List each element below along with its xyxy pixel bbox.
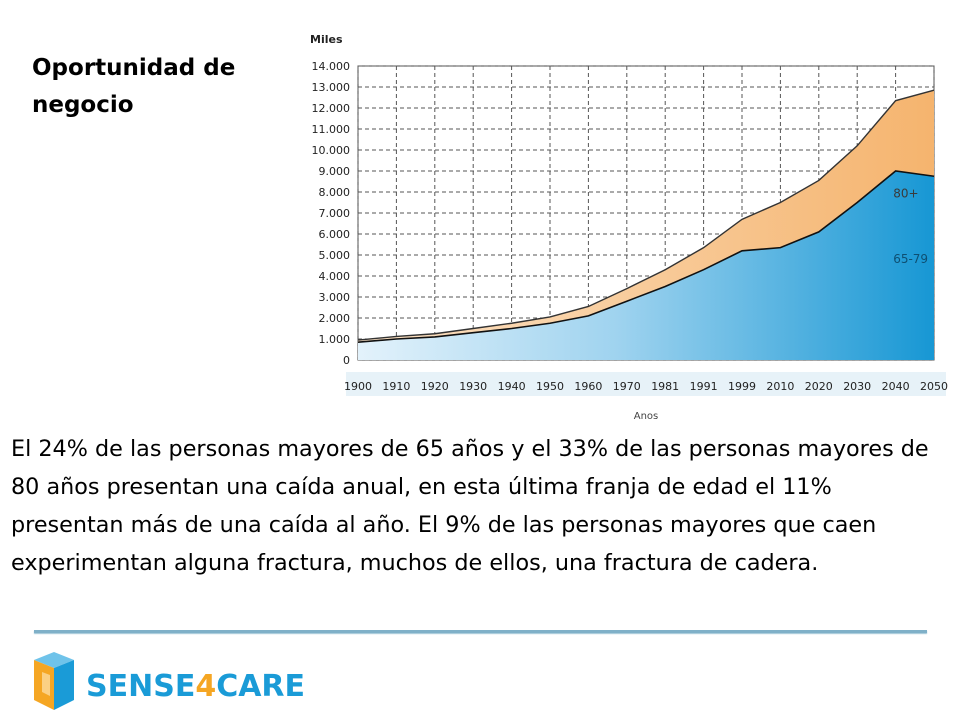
x-tick-label: 2050: [920, 380, 948, 393]
y-tick-label: 4.000: [319, 270, 351, 283]
y-tick-label: 12.000: [312, 102, 351, 115]
population-area-chart: 0 1.000 2.000 3.000 4.000 5.000 6.000 7.000 8.00…: [290, 22, 950, 426]
cube-icon: [34, 652, 74, 710]
y-tick-label: 6.000: [319, 228, 351, 241]
sense4care-logo: SENSE4CARE: [30, 652, 305, 712]
y-tick-label: 2.000: [319, 312, 351, 325]
series-label-65-79: 65-79: [893, 252, 928, 266]
chart-canvas: 0 1.000 2.000 3.000 4.000 5.000 6.000 7.000 8.00…: [310, 33, 948, 422]
x-tick-label: 1900: [344, 380, 372, 393]
y-tick-label: 7.000: [319, 207, 351, 220]
area-series-65-79: [358, 171, 934, 360]
body-paragraph: El 24% de las personas mayores de 65 año…: [11, 436, 929, 576]
x-tick-label: 2040: [882, 380, 910, 393]
x-axis-title: Anos: [634, 411, 659, 422]
y-tick-label: 10.000: [312, 144, 351, 157]
series-label-80plus: 80+: [893, 187, 918, 201]
y-tick-label: 0: [343, 354, 350, 367]
y-tick-label: 9.000: [319, 165, 351, 178]
x-tick-label: 1950: [536, 380, 564, 393]
x-tick-label: 2030: [843, 380, 871, 393]
y-tick-label: 11.000: [312, 123, 351, 136]
x-tick-label: 1991: [690, 380, 718, 393]
y-tick-label: 8.000: [319, 186, 351, 199]
x-tick-label: 1930: [459, 380, 487, 393]
x-tick-label: 1981: [651, 380, 679, 393]
area-series-80plus: [358, 90, 934, 343]
y-tick-label: 3.000: [319, 291, 351, 304]
x-axis-band: [346, 372, 946, 396]
x-tick-label: 1910: [382, 380, 410, 393]
x-tick-label: 2010: [766, 380, 794, 393]
y-axis-title: Miles: [310, 33, 343, 46]
x-tick-label: 1970: [613, 380, 641, 393]
divider-line: [34, 630, 927, 633]
logo-wordmark: SENSE4CARE: [86, 669, 305, 704]
x-tick-label: 1960: [574, 380, 602, 393]
x-tick-label: 1920: [421, 380, 449, 393]
y-tick-label: 5.000: [319, 249, 351, 262]
line-series-80plus: [357, 89, 935, 341]
slide-title: Oportunidad de negocio: [32, 55, 236, 118]
x-tick-label: 1940: [498, 380, 526, 393]
y-tick-label: 13.000: [312, 81, 351, 94]
y-tick-label: 14.000: [312, 60, 351, 73]
x-tick-label: 1999: [728, 380, 756, 393]
line-series-65-79: [357, 170, 935, 343]
y-tick-label: 1.000: [319, 333, 351, 346]
x-tick-label: 2020: [805, 380, 833, 393]
